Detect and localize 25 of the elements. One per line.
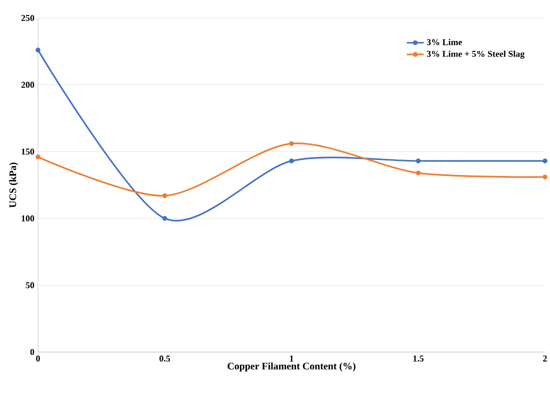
point (542, 158, 548, 164)
point (162, 193, 168, 198)
y-axis-title: UCS (kPa) (9, 162, 18, 208)
point (36, 154, 40, 160)
legend-label: 3% Lime (426, 38, 462, 46)
y-tick-label: 100 (22, 215, 34, 222)
y-tick-label: 250 (21, 14, 34, 22)
point (162, 216, 168, 221)
y-tick-label: 150 (22, 148, 34, 155)
x-axis-title: Copper Filament Content (%) (228, 362, 356, 372)
point (289, 141, 294, 146)
point (36, 48, 40, 52)
point (416, 158, 421, 164)
y-tick-label: 0 (30, 348, 34, 356)
point (416, 170, 421, 176)
point (289, 158, 294, 164)
x-tick-label: 1.5 (413, 356, 424, 362)
x-tick-label: 0 (36, 356, 40, 362)
x-tick-label: 2 (543, 356, 547, 362)
point (542, 174, 548, 180)
legend-label: 3% Lime + 5% Steel Slag (426, 50, 525, 59)
y-tick-label: 50 (26, 282, 34, 288)
y-tick-label: 200 (21, 82, 34, 88)
x-tick-label: 1 (290, 356, 294, 362)
x-tick-label: 0.5 (159, 356, 170, 362)
